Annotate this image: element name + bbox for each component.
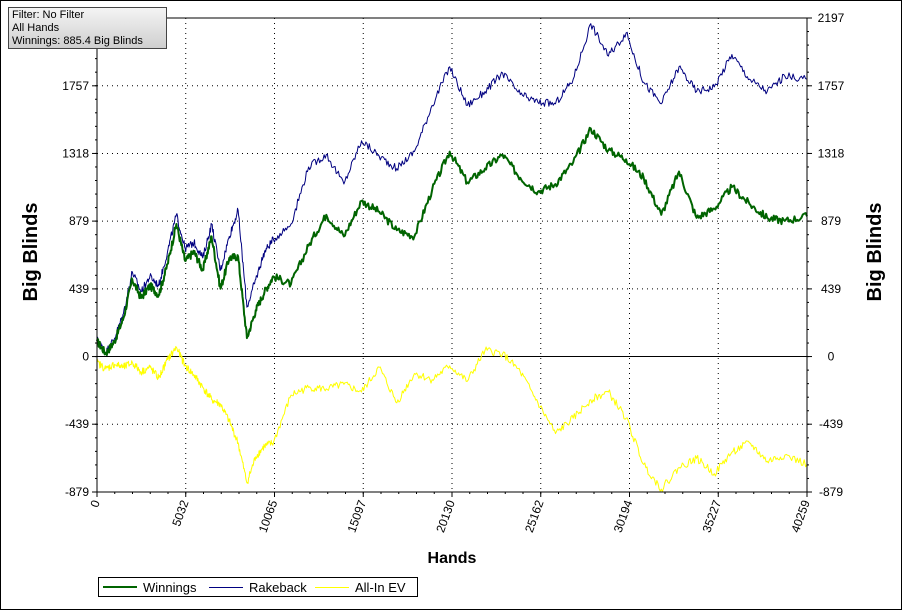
y-tick-label-left: 1318	[62, 146, 89, 160]
x-tick-label: 25162	[522, 498, 547, 534]
legend-label-winnings: Winnings	[143, 579, 197, 595]
y-tick-label-right: 879	[821, 214, 841, 228]
series-line-winnings	[96, 126, 808, 356]
series-line-rakeback	[96, 23, 808, 356]
x-tick-label: 35227	[700, 498, 725, 534]
filter-text: Filter: No Filter	[12, 9, 85, 21]
y-tick-label-left: 879	[69, 214, 89, 228]
legend-label-allin-ev: All-In EV	[355, 579, 406, 595]
y-tick-label-left: 0	[82, 350, 89, 364]
grid-lines	[97, 18, 807, 493]
y-tick-label-right: 0	[828, 350, 835, 364]
x-tick-label: 10065	[256, 498, 281, 534]
y-tick-label-right: 1318	[818, 146, 845, 160]
x-tick-label: 15097	[344, 498, 369, 534]
hands-text: All Hands	[12, 22, 60, 34]
legend-swatch-allin-ev	[315, 586, 349, 588]
y-axis-title-left: Big Blinds	[20, 203, 42, 302]
legend-item-winnings: Winnings	[103, 578, 196, 596]
y-tick-label-left: 439	[69, 282, 89, 296]
y-axis-title-right: Big Blinds	[864, 203, 886, 302]
winnings-text: Winnings: 885.4 Big Blinds	[12, 35, 143, 47]
legend-item-allin-ev: All-In EV	[315, 578, 406, 596]
x-tick-label: 5032	[169, 498, 191, 528]
y-tick-label-right: 1757	[818, 79, 845, 93]
y-tick-label-right: 2197	[818, 11, 845, 25]
series-line-all-in-ev	[96, 346, 808, 492]
legend-label-rakeback: Rakeback	[249, 579, 307, 595]
legend-item-rakeback: Rakeback	[209, 578, 307, 596]
y-tick-label-left: -439	[65, 417, 89, 431]
info-box: Filter: No Filter All Hands Winnings: 88…	[8, 7, 167, 49]
y-tick-label-right: -439	[819, 417, 843, 431]
x-tick-label: 40259	[788, 498, 813, 534]
x-axis-title: Hands	[428, 550, 477, 567]
legend: Winnings Rakeback All-In EV	[98, 577, 418, 597]
y-tick-label-right: 439	[821, 282, 841, 296]
y-tick-label-left: -879	[65, 485, 89, 499]
legend-swatch-rakeback	[209, 586, 243, 588]
series-layer	[96, 23, 808, 492]
x-tick-label: 20130	[433, 498, 458, 534]
legend-swatch-winnings	[103, 586, 137, 588]
x-tick-label: 0	[87, 498, 103, 509]
y-tick-label-right: -879	[819, 485, 843, 499]
x-tick-label: 30194	[611, 498, 636, 534]
y-tick-label-left: 1757	[62, 79, 89, 93]
